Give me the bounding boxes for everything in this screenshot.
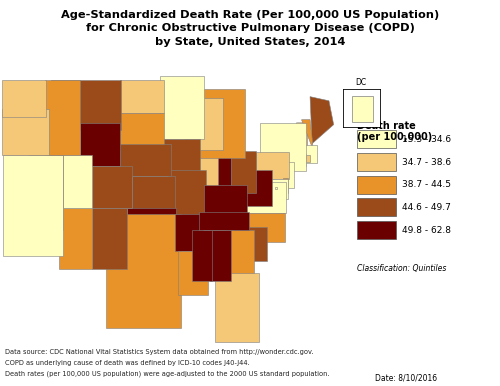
Polygon shape bbox=[284, 162, 294, 188]
Text: Classification: Quintiles: Classification: Quintiles bbox=[357, 264, 446, 273]
Polygon shape bbox=[168, 170, 206, 219]
Polygon shape bbox=[306, 155, 310, 163]
Polygon shape bbox=[256, 152, 290, 179]
Polygon shape bbox=[234, 213, 285, 242]
Polygon shape bbox=[184, 98, 223, 150]
Polygon shape bbox=[231, 151, 256, 193]
Polygon shape bbox=[4, 155, 62, 256]
Polygon shape bbox=[192, 149, 218, 209]
Polygon shape bbox=[204, 185, 248, 214]
Text: 34.7 - 38.6: 34.7 - 38.6 bbox=[402, 157, 451, 166]
Polygon shape bbox=[80, 123, 120, 166]
Text: Death rate
(per 100,000): Death rate (per 100,000) bbox=[357, 121, 432, 142]
Polygon shape bbox=[262, 179, 287, 199]
Polygon shape bbox=[44, 80, 80, 155]
Text: 15.3 - 34.6: 15.3 - 34.6 bbox=[402, 135, 451, 144]
Text: Date: 8/10/2016: Date: 8/10/2016 bbox=[375, 374, 437, 383]
Polygon shape bbox=[52, 80, 120, 130]
Polygon shape bbox=[2, 110, 49, 155]
Polygon shape bbox=[163, 139, 200, 172]
Polygon shape bbox=[29, 155, 63, 230]
Polygon shape bbox=[226, 230, 254, 279]
Text: Death rates (per 100,000 US population) were age-adjusted to the 2000 US standar: Death rates (per 100,000 US population) … bbox=[5, 370, 330, 377]
Text: 44.6 - 49.7: 44.6 - 49.7 bbox=[402, 203, 450, 212]
Polygon shape bbox=[296, 146, 316, 163]
Polygon shape bbox=[212, 157, 231, 200]
Text: 38.7 - 44.5: 38.7 - 44.5 bbox=[402, 180, 451, 189]
Polygon shape bbox=[215, 273, 258, 342]
Polygon shape bbox=[302, 120, 312, 147]
Polygon shape bbox=[120, 80, 164, 113]
Text: Data source: CDC National Vital Statistics System data obtained from http://wond: Data source: CDC National Vital Statisti… bbox=[5, 349, 314, 356]
Bar bbox=[357, 176, 396, 194]
Bar bbox=[357, 221, 396, 239]
Polygon shape bbox=[283, 178, 288, 193]
Polygon shape bbox=[174, 214, 204, 251]
Polygon shape bbox=[92, 166, 132, 208]
Text: Age-Standardized Death Rate (Per 100,000 US Population)
for Chronic Obstructive : Age-Standardized Death Rate (Per 100,000… bbox=[61, 10, 439, 47]
Polygon shape bbox=[58, 208, 92, 269]
Polygon shape bbox=[178, 251, 208, 295]
Polygon shape bbox=[296, 123, 308, 147]
Text: DC: DC bbox=[356, 78, 367, 87]
Polygon shape bbox=[210, 230, 231, 281]
Polygon shape bbox=[200, 212, 250, 230]
Polygon shape bbox=[126, 208, 176, 245]
Bar bbox=[357, 130, 396, 148]
Polygon shape bbox=[132, 176, 175, 208]
Bar bbox=[352, 96, 372, 122]
Polygon shape bbox=[2, 80, 46, 117]
Polygon shape bbox=[238, 182, 286, 213]
Bar bbox=[357, 153, 396, 171]
Polygon shape bbox=[260, 123, 306, 171]
Text: COPD as underlying cause of death was defined by ICD-10 codes J40-J44.: COPD as underlying cause of death was de… bbox=[5, 360, 250, 366]
Polygon shape bbox=[240, 227, 267, 261]
Polygon shape bbox=[92, 208, 126, 269]
Bar bbox=[357, 198, 396, 216]
Polygon shape bbox=[192, 230, 212, 281]
Polygon shape bbox=[295, 154, 306, 166]
Polygon shape bbox=[120, 144, 170, 176]
Polygon shape bbox=[160, 76, 204, 139]
Polygon shape bbox=[106, 214, 181, 328]
Polygon shape bbox=[199, 89, 245, 158]
Polygon shape bbox=[120, 113, 164, 150]
Polygon shape bbox=[63, 155, 92, 208]
Polygon shape bbox=[244, 169, 272, 206]
Polygon shape bbox=[310, 96, 334, 144]
Text: 49.8 - 62.8: 49.8 - 62.8 bbox=[402, 225, 451, 235]
